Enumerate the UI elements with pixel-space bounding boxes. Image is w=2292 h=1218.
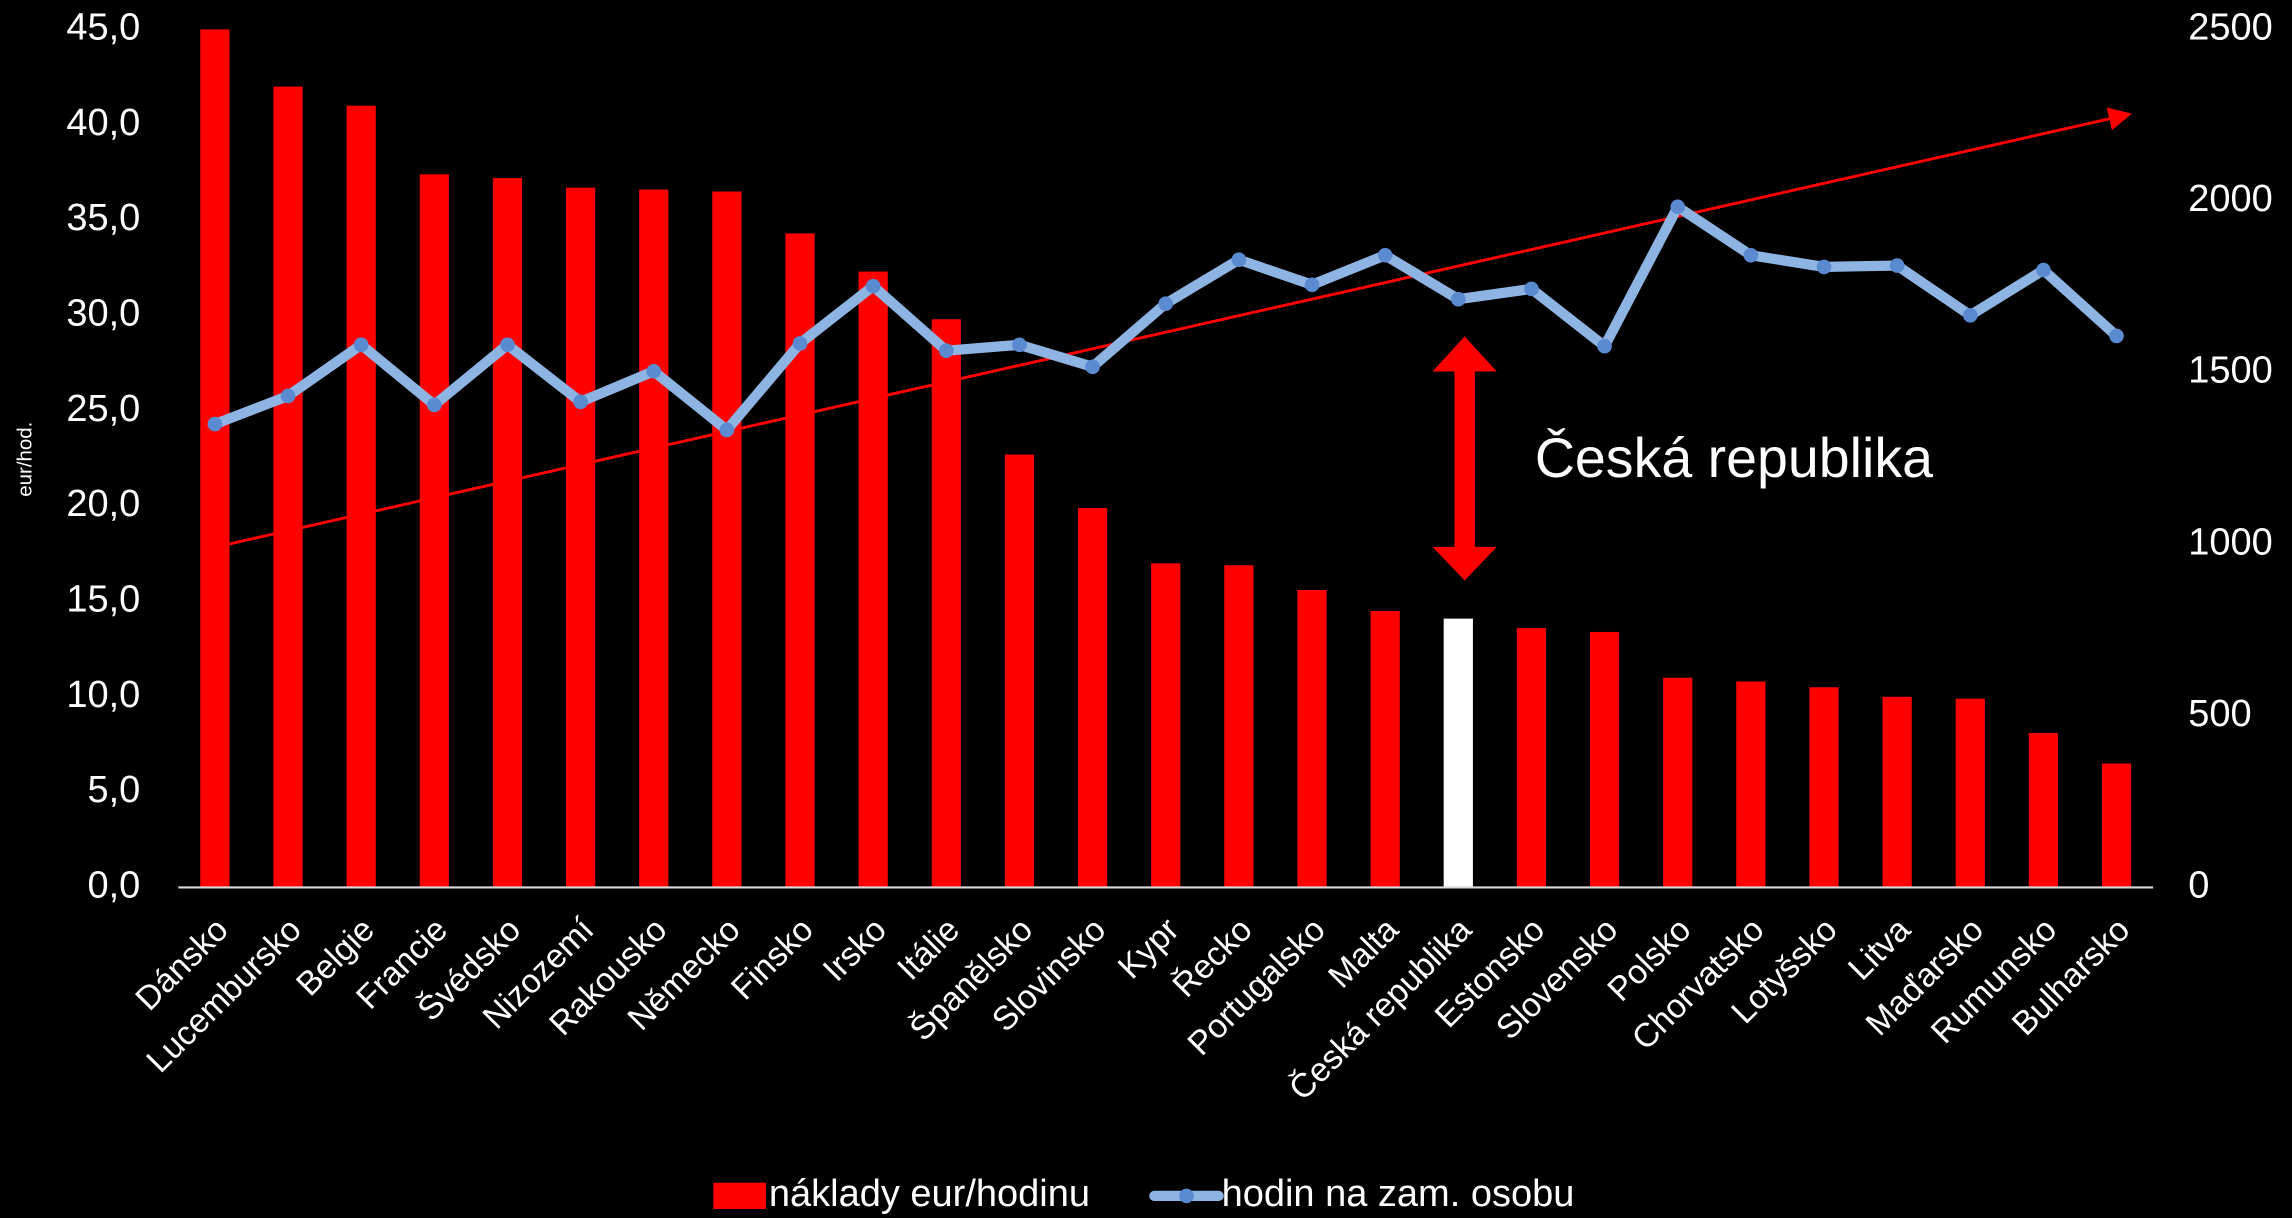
line-point <box>1889 258 1905 273</box>
bar <box>419 174 449 888</box>
bar <box>1370 610 1400 888</box>
line-point <box>427 397 442 413</box>
y2-tick-label: 0 <box>2188 864 2209 906</box>
y-tick-label: 20,0 <box>66 483 140 525</box>
legend-swatch <box>1179 1188 1194 1204</box>
line-point <box>1085 359 1100 375</box>
y2-tick-label: 2000 <box>2188 178 2273 220</box>
bar <box>639 189 669 888</box>
bar <box>1663 677 1693 888</box>
bar <box>2028 733 2059 888</box>
bar <box>565 187 596 888</box>
legend-swatch <box>713 1182 766 1210</box>
bar <box>1882 696 1912 888</box>
y-tick-label: 30,0 <box>66 292 140 334</box>
line-point <box>1597 338 1612 354</box>
bar <box>492 178 523 888</box>
bar <box>1516 628 1547 888</box>
line-point <box>1450 291 1466 307</box>
line-point <box>1377 247 1393 263</box>
y-tick-label: 40,0 <box>66 102 140 144</box>
y2-tick-label: 1500 <box>2188 350 2273 392</box>
trend-arrow <box>229 107 2133 546</box>
legend-item: náklady eur/hodinu <box>713 1173 1090 1215</box>
y-tick-label: 15,0 <box>66 578 140 620</box>
bar <box>346 105 376 888</box>
legend-label: náklady eur/hodinu <box>769 1173 1090 1215</box>
bar <box>1151 563 1181 888</box>
line-point <box>353 337 369 353</box>
line-point <box>1524 281 1539 297</box>
double-arrow <box>1432 336 1497 581</box>
bar <box>858 271 888 888</box>
annotation: Česká republika <box>1535 427 1933 489</box>
line-point <box>1816 259 1832 275</box>
bar <box>1736 681 1766 888</box>
line-point <box>1670 199 1686 215</box>
line-point <box>2036 262 2051 278</box>
line-point <box>500 337 515 353</box>
line-point <box>1304 277 1320 293</box>
line-point <box>865 278 881 294</box>
bar <box>1443 618 1473 888</box>
y-tick-label: 45,0 <box>66 6 140 48</box>
y-tick-label: 0,0 <box>87 864 140 906</box>
bar <box>1077 508 1108 888</box>
line-point <box>719 422 735 438</box>
bar <box>2101 763 2132 888</box>
bar <box>273 86 303 888</box>
bar <box>1955 698 1985 888</box>
bar <box>1809 687 1839 888</box>
y-tick-label: 10,0 <box>66 674 140 716</box>
line-point <box>1158 296 1174 311</box>
bar <box>1297 590 1327 888</box>
y-tick-label: 35,0 <box>66 197 140 239</box>
bar <box>1589 631 1620 888</box>
y-tick-label: 5,0 <box>87 769 140 811</box>
line-point <box>646 363 662 379</box>
y-axis-label: eur/hod. <box>14 422 37 497</box>
bar <box>200 29 230 888</box>
line-point <box>792 336 808 351</box>
line-point <box>573 394 588 410</box>
y2-tick-label: 1000 <box>2188 521 2273 563</box>
bar <box>1004 454 1035 888</box>
line-point <box>1012 337 1027 353</box>
line-point <box>207 416 223 432</box>
line-point <box>280 388 296 404</box>
legend-item: hodin na zam. osobu <box>1149 1173 1575 1215</box>
y2-tick-label: 2500 <box>2188 6 2273 48</box>
bar <box>712 191 742 888</box>
line-point <box>1743 247 1759 263</box>
line-point <box>939 343 954 358</box>
bar <box>931 319 961 888</box>
line-point <box>1231 252 1247 268</box>
y-tick-label: 25,0 <box>66 388 140 430</box>
line-point <box>1962 308 1978 323</box>
legend-label: hodin na zam. osobu <box>1222 1173 1575 1215</box>
line-point <box>2109 328 2124 344</box>
y2-tick-label: 500 <box>2188 693 2251 735</box>
bar <box>1224 565 1254 888</box>
